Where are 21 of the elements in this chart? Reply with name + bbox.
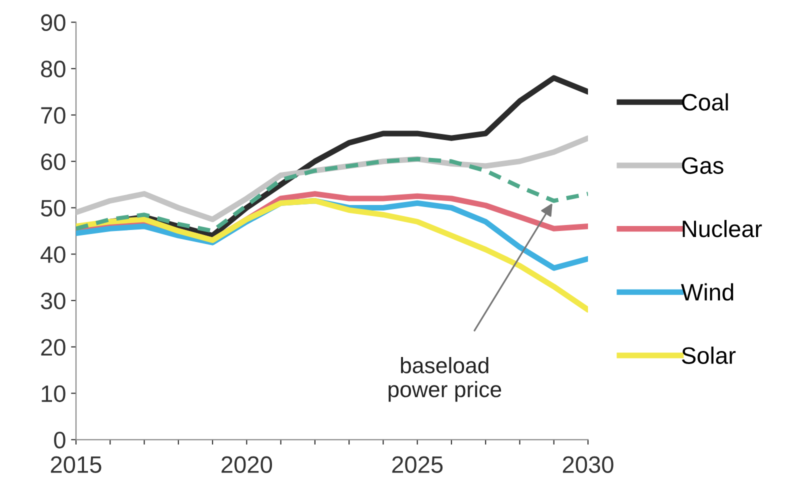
legend-label: Gas [682, 157, 724, 174]
y-tick-label: 80 [41, 60, 66, 78]
y-tick-label: 60 [41, 153, 66, 170]
x-tick-label: 2015 [50, 456, 102, 473]
x-tick-label: 2030 [562, 456, 614, 473]
x-tick-label: 2020 [222, 456, 272, 473]
legend-label: Solar [682, 346, 736, 364]
x-tick-label: 2025 [392, 456, 443, 473]
line-series [76, 156, 588, 234]
legend-label: Coal [682, 93, 728, 111]
legend-label: Nuclear [682, 220, 762, 238]
y-tick-label: 20 [41, 338, 66, 356]
annotation: baseload power price [388, 357, 502, 402]
y-tick-label: 30 [40, 292, 66, 310]
legend-label: Wind [680, 283, 734, 301]
y-tick-label: 70 [41, 107, 66, 124]
y-tick-label: 40 [40, 246, 66, 263]
y-tick-label: 0 [54, 432, 66, 448]
y-tick-label: 50 [40, 200, 66, 217]
y-tick-label: 90 [41, 14, 66, 32]
y-tick-label: 10 [42, 385, 66, 402]
